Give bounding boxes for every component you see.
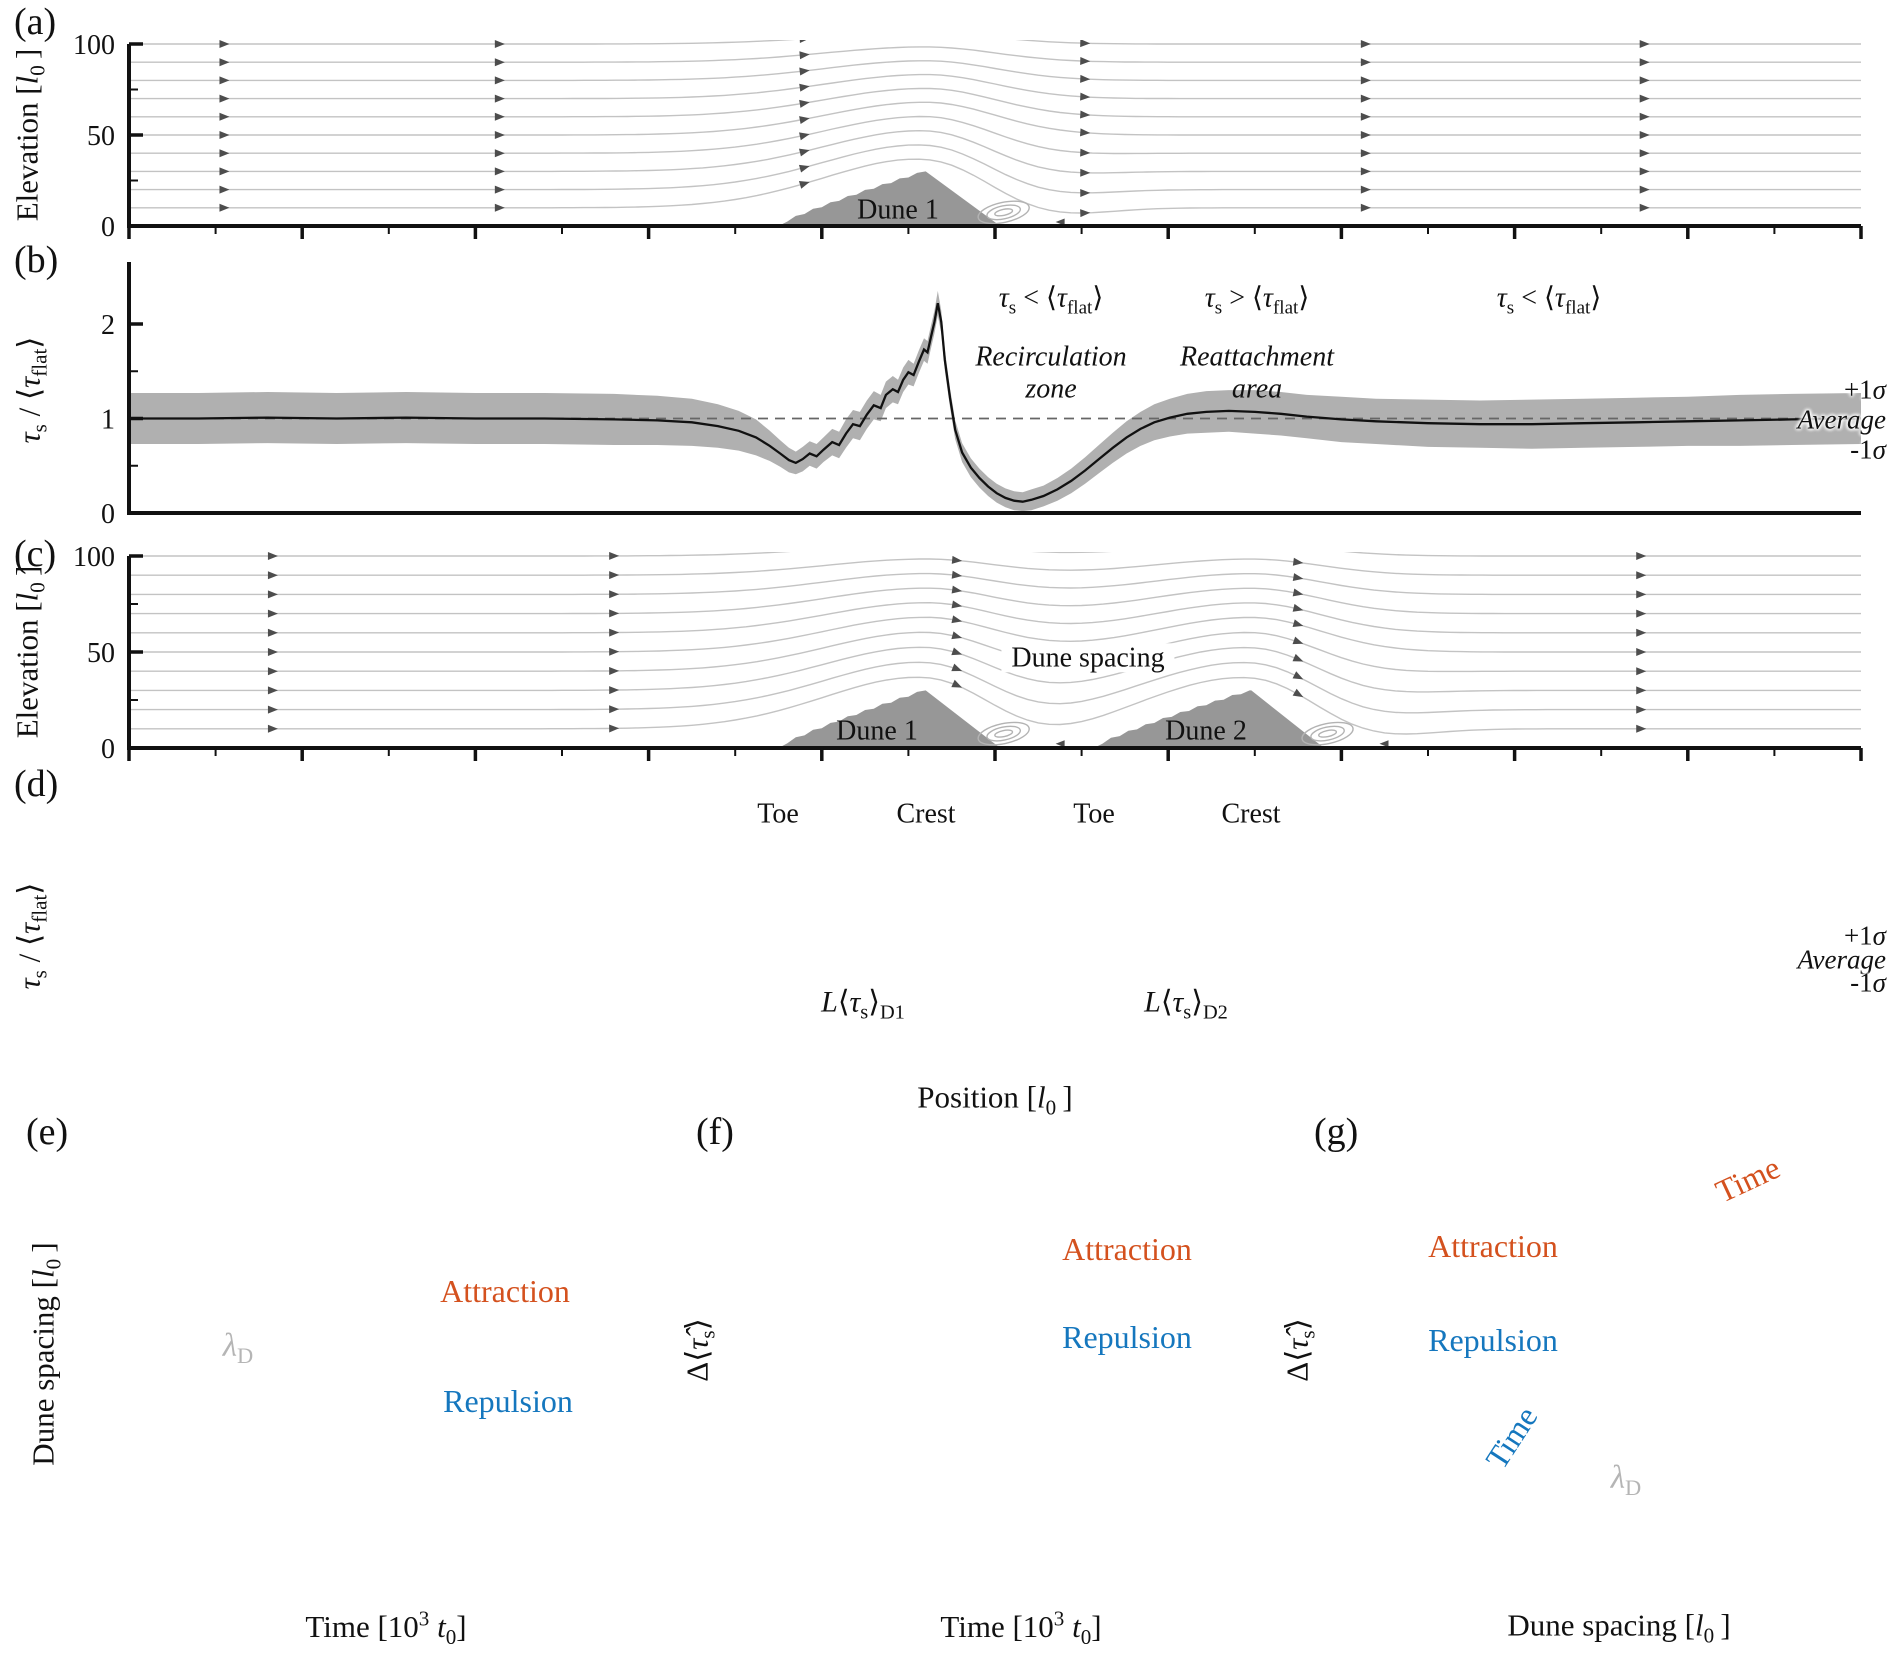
band-label-average-b: Average [1797, 404, 1886, 435]
attraction-label-f: Attraction [1062, 1231, 1192, 1268]
y-axis-title-shear-b: τs / ⟨τflat⟩ [11, 336, 52, 444]
band-label-average-d: Average [1797, 944, 1886, 975]
crest-label-1: Crest [896, 798, 956, 830]
svg-text:1: 1 [101, 405, 115, 436]
panel-letter-g: (g) [1314, 1111, 1359, 1153]
region-label-tau-greater: τs > ⟨τflat⟩ [1204, 282, 1310, 319]
y-axis-title-dune-spacing-e: Dune spacing [l0 ] [25, 1242, 66, 1466]
svg-text:100: 100 [73, 30, 115, 61]
integral-label-d1: L⟨τs⟩D1 [821, 985, 905, 1024]
dune-spacing-label: Dune spacing [1001, 643, 1175, 673]
svg-text:0: 0 [101, 499, 115, 530]
y-axis-title-delta-tau-f: Δ⟨τ̂s⟩ [679, 1318, 720, 1382]
repulsion-label-e: Repulsion [443, 1383, 573, 1420]
region-label-tau-less-2: τs < ⟨τflat⟩ [1496, 282, 1602, 319]
panel-letter-c: (c) [14, 533, 57, 575]
svg-text:50: 50 [87, 638, 115, 669]
y-axis-title-elevation-c: Elevation [l0 ] [9, 565, 50, 739]
lambda-d-label-g: λD [1610, 1459, 1642, 1501]
region-label-tau-less-1: τs < ⟨τflat⟩ [998, 282, 1104, 319]
toe-label-1: Toe [757, 798, 799, 830]
svg-text:0: 0 [101, 734, 115, 765]
band-label-plus-sigma-b: +1σ [1843, 374, 1886, 405]
x-axis-title-time-f: Time [103 t0] [940, 1606, 1102, 1650]
region-caption-reattachment: Reattachment [1180, 341, 1334, 373]
region-caption-zone: zone [1025, 373, 1077, 405]
crest-label-2: Crest [1221, 798, 1281, 830]
toe-label-2: Toe [1073, 798, 1115, 830]
region-caption-area: area [1231, 373, 1283, 405]
panel-letter-b: (b) [14, 239, 59, 281]
attraction-label-e: Attraction [440, 1273, 570, 1310]
svg-text:0: 0 [101, 212, 115, 243]
y-axis-title-delta-tau-g: Δ⟨τ̂s⟩ [1279, 1318, 1320, 1382]
dune1-label-c: Dune 1 [836, 715, 918, 747]
band-label-minus-sigma-d: -1σ [1850, 967, 1886, 998]
panel-letter-e: (e) [26, 1111, 69, 1153]
x-axis-title-dune-spacing-g: Dune spacing [l0 ] [1507, 1607, 1731, 1648]
dune2-label-c: Dune 2 [1165, 715, 1247, 747]
repulsion-label-f: Repulsion [1062, 1319, 1192, 1356]
repulsion-label-g: Repulsion [1428, 1322, 1558, 1359]
band-label-minus-sigma-b: -1σ [1850, 434, 1886, 465]
lambda-d-label-e: λD [222, 1327, 254, 1369]
panel-letter-d: (d) [14, 763, 59, 805]
dune1-label-a: Dune 1 [857, 194, 939, 226]
region-caption-recirculation: Recirculation [975, 341, 1127, 373]
svg-text:50: 50 [87, 121, 115, 152]
x-axis-title-position: Position [l0 ] [917, 1079, 1073, 1120]
integral-label-d2: L⟨τs⟩D2 [1144, 985, 1228, 1024]
y-axis-title-shear-d: τs / ⟨τflat⟩ [11, 882, 52, 990]
band-label-plus-sigma-d: +1σ [1843, 920, 1886, 951]
svg-text:100: 100 [73, 542, 115, 573]
y-axis-title-elevation-a: Elevation [l0 ] [9, 48, 50, 222]
svg-text:2: 2 [101, 310, 115, 341]
x-axis-title-time-e: Time [103 t0] [305, 1606, 467, 1650]
attraction-label-g: Attraction [1428, 1228, 1558, 1265]
panel-letter-f: (f) [696, 1111, 734, 1153]
panel-letter-a: (a) [14, 1, 57, 43]
